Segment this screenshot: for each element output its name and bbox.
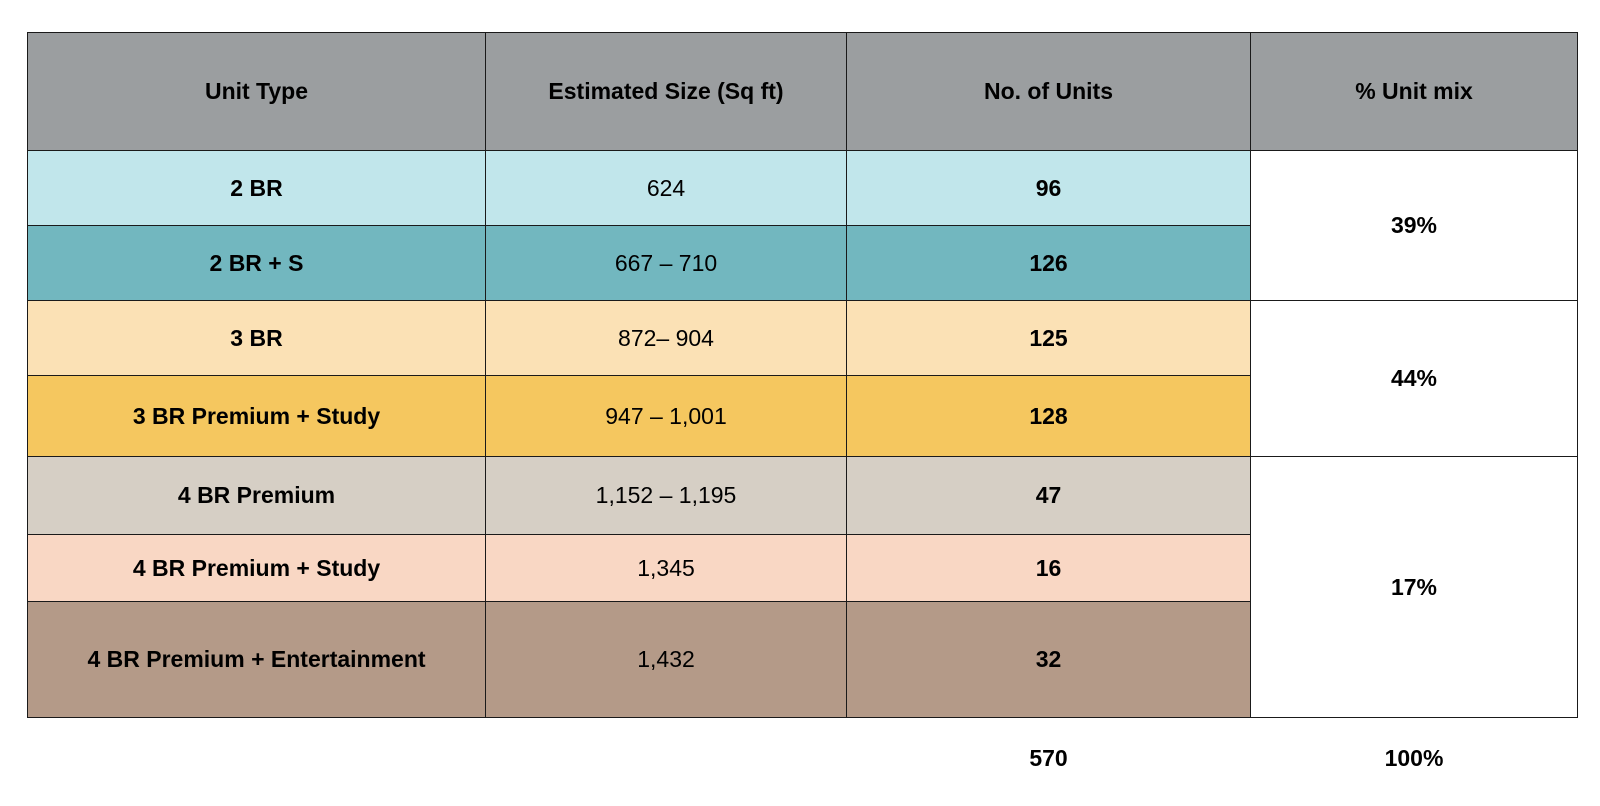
totals-empty-cell (486, 718, 847, 799)
table-row: 4 BR Premium + Entertainment 1,432 32 (27, 601, 1578, 718)
cell-unit-type: 3 BR (27, 300, 486, 376)
cell-no-of-units: 125 (846, 300, 1251, 376)
table-row: 3 BR 872– 904 125 44% (27, 300, 1578, 457)
unit-mix-table-container: Unit Type Estimated Size (Sq ft) No. of … (27, 32, 1578, 798)
cell-estimated-size: 624 (485, 150, 847, 226)
table-row: 2 BR + S 667 – 710 126 (27, 225, 1578, 301)
cell-no-of-units: 126 (846, 225, 1251, 301)
cell-unit-mix-group: 39% (1250, 150, 1578, 301)
totals-empty-cell (28, 718, 486, 799)
cell-unit-mix-group: 17% (1250, 456, 1578, 718)
header-unit-type: Unit Type (27, 32, 486, 151)
cell-unit-type: 2 BR + S (27, 225, 486, 301)
cell-estimated-size: 1,432 (485, 601, 847, 718)
cell-estimated-size: 872– 904 (485, 300, 847, 376)
total-units: 570 (1029, 744, 1068, 771)
table-row: 3 BR Premium + Study 947 – 1,001 128 (27, 375, 1578, 457)
cell-unit-type: 4 BR Premium + Entertainment (27, 601, 486, 718)
table-row: 4 BR Premium + Study 1,345 16 (27, 534, 1578, 602)
table-header-row: Unit Type Estimated Size (Sq ft) No. of … (27, 32, 1578, 151)
cell-estimated-size: 1,345 (485, 534, 847, 602)
cell-no-of-units: 128 (846, 375, 1251, 457)
cell-unit-type: 4 BR Premium + Study (27, 534, 486, 602)
header-unit-mix: % Unit mix (1250, 32, 1578, 151)
cell-no-of-units: 47 (846, 456, 1251, 535)
cell-estimated-size: 947 – 1,001 (485, 375, 847, 457)
total-unit-mix: 100% (1384, 744, 1444, 771)
table-row: 2 BR 624 96 39% (27, 150, 1578, 301)
cell-no-of-units: 96 (846, 150, 1251, 226)
unit-mix-table: Unit Type Estimated Size (Sq ft) No. of … (27, 32, 1578, 798)
cell-estimated-size: 667 – 710 (485, 225, 847, 301)
cell-no-of-units: 32 (846, 601, 1251, 718)
header-no-of-units: No. of Units (846, 32, 1251, 151)
cell-unit-mix-group: 44% (1250, 300, 1578, 457)
cell-unit-type: 2 BR (27, 150, 486, 226)
totals-row: 570 100% (28, 718, 1578, 799)
table-row: 4 BR Premium 1,152 – 1,195 47 17% (27, 456, 1578, 718)
cell-no-of-units: 16 (846, 534, 1251, 602)
cell-estimated-size: 1,152 – 1,195 (485, 456, 847, 535)
cell-unit-type: 4 BR Premium (27, 456, 486, 535)
header-estimated-size: Estimated Size (Sq ft) (485, 32, 847, 151)
cell-unit-type: 3 BR Premium + Study (27, 375, 486, 457)
